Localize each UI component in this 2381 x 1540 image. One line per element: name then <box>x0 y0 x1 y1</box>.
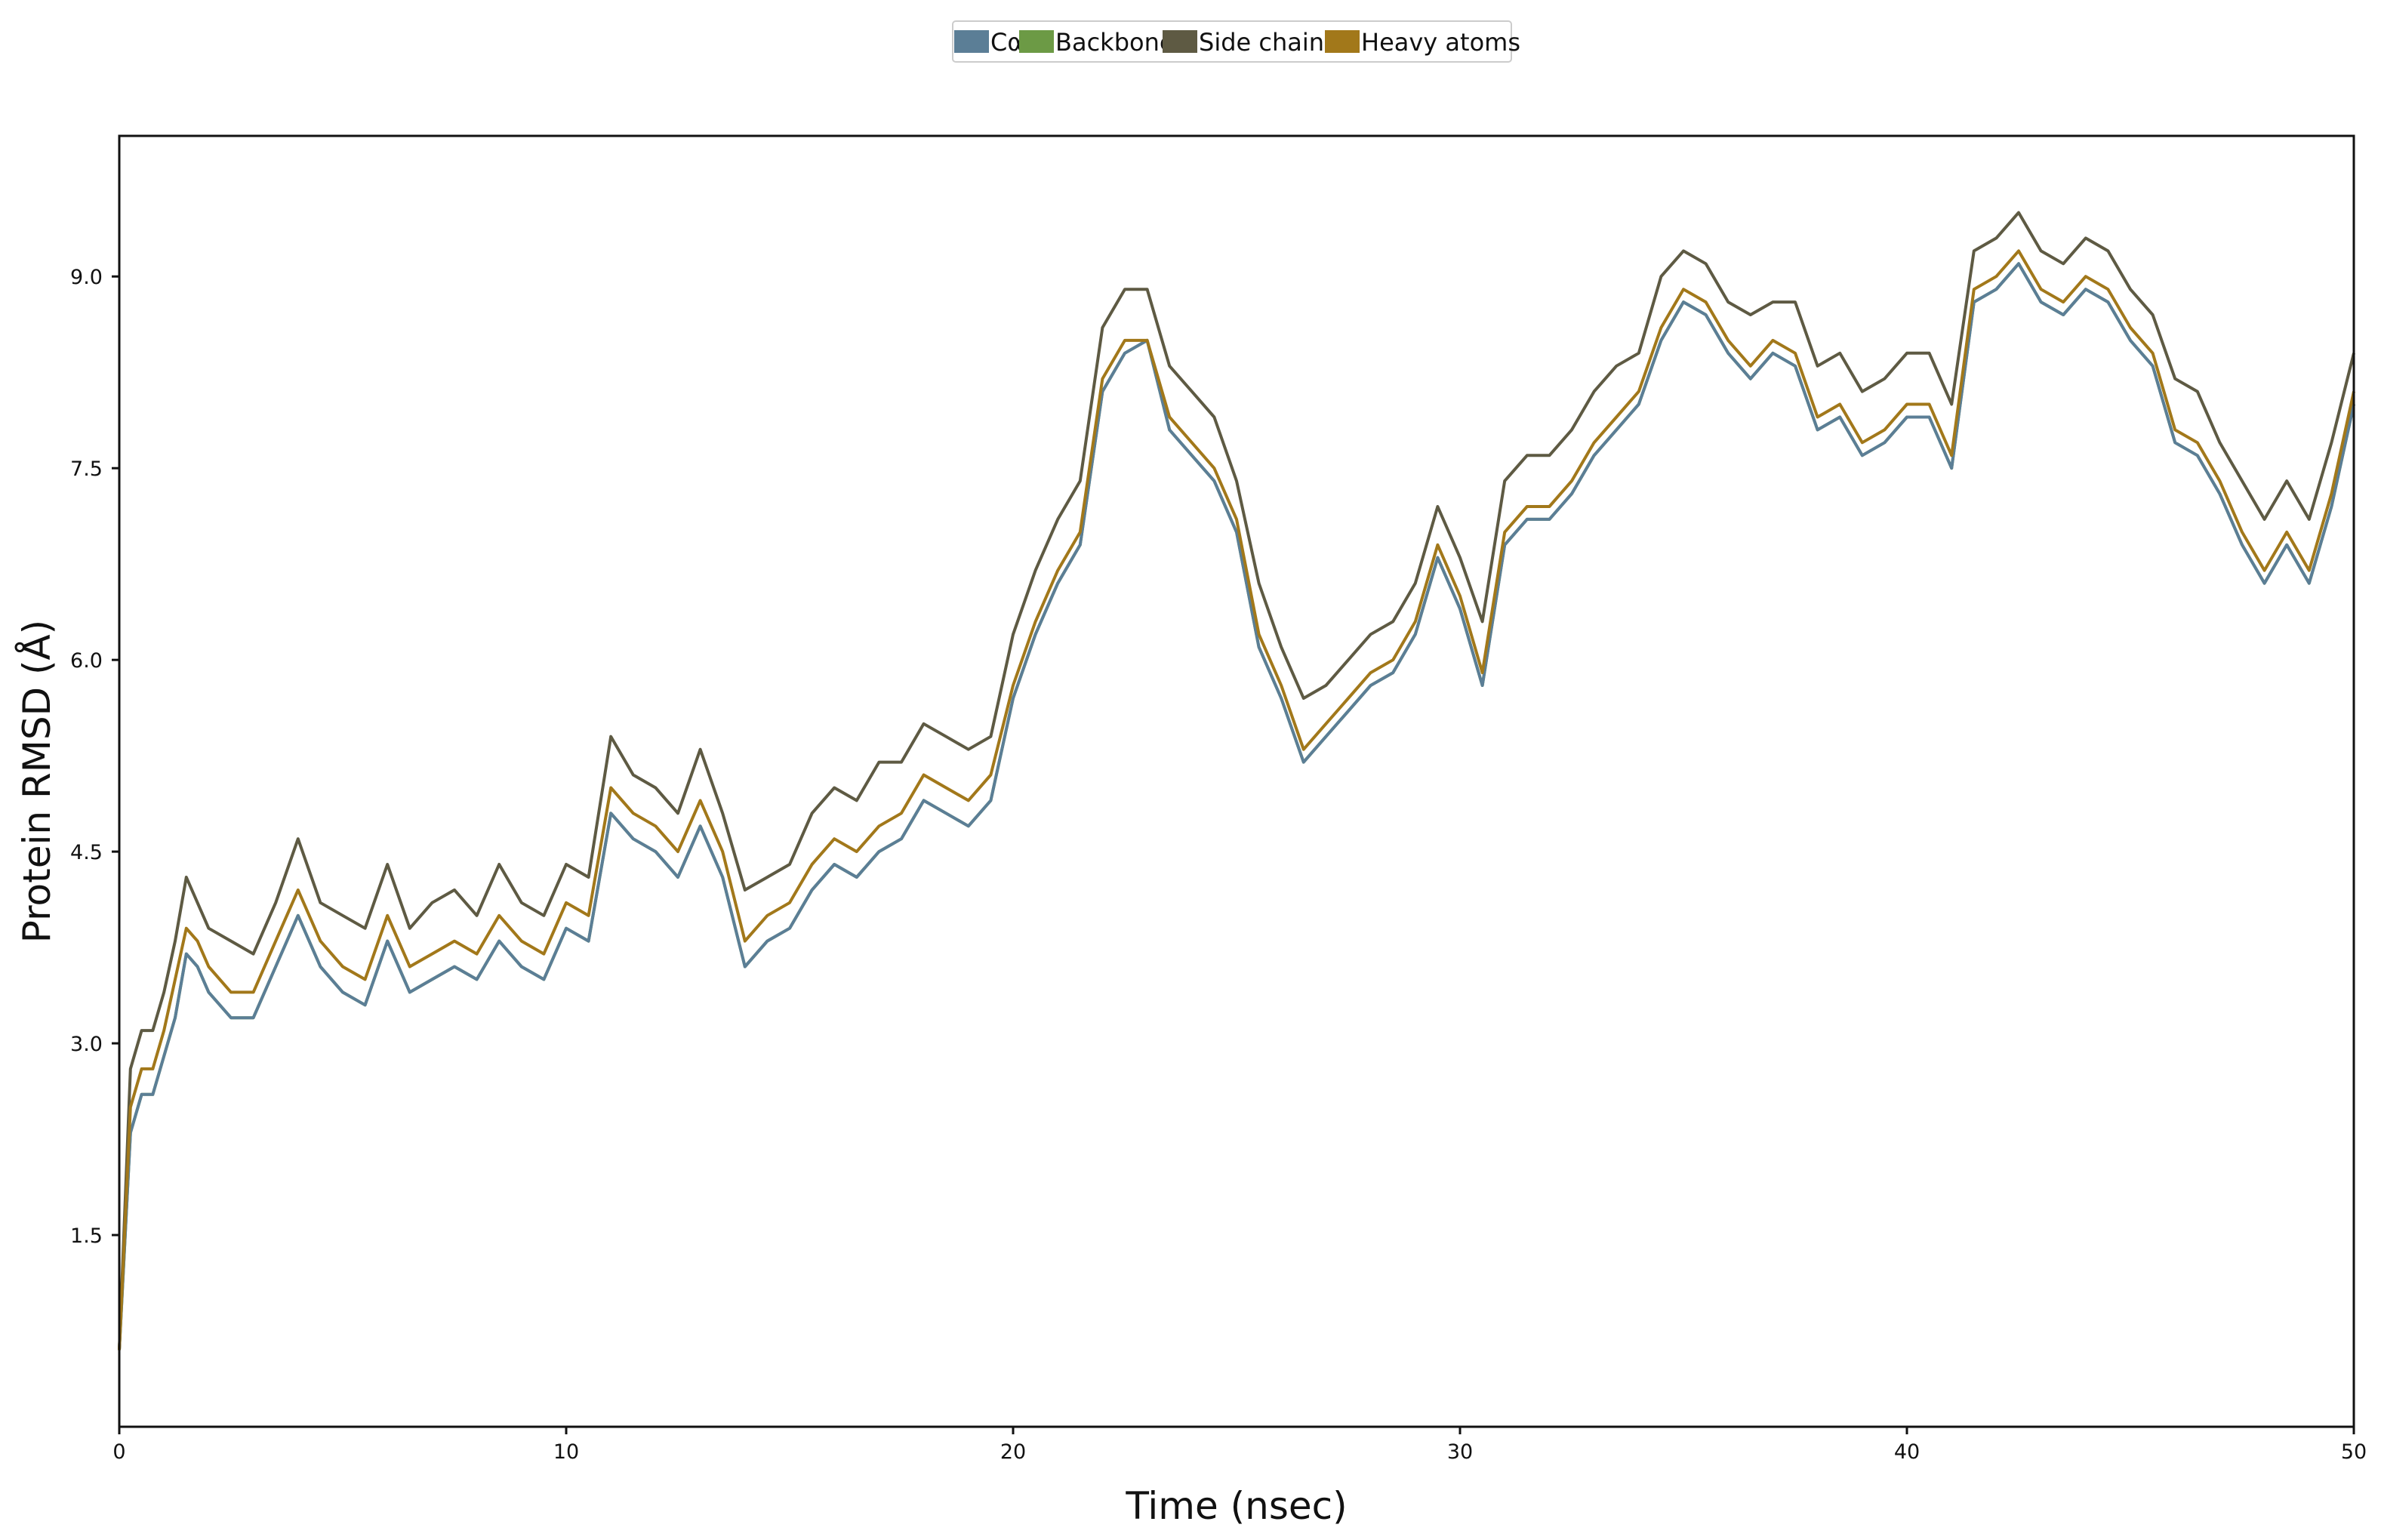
x-axis-title: Time (nsec) <box>1125 1484 1347 1528</box>
y-axis-ticks: 1.5 3.0 4.5 6.0 7.5 9.0 <box>70 266 119 1248</box>
legend-entry-ca: Cα <box>954 28 1023 57</box>
series-line-side-chains <box>118 211 2355 1351</box>
x-tick-label: 20 <box>1000 1440 1026 1464</box>
y-tick-label: 4.5 <box>70 841 103 864</box>
x-tick-label: 0 <box>112 1440 125 1464</box>
legend-swatch-ca <box>954 30 989 53</box>
legend-entry-side-chains: Side chains <box>1163 28 1337 57</box>
legend-label-backbone: Backbone <box>1055 28 1175 57</box>
legend-frame <box>952 20 1512 63</box>
legend-label-ca: Cα <box>990 28 1023 57</box>
x-tick-label: 50 <box>2341 1440 2367 1464</box>
x-tick-label: 40 <box>1894 1440 1920 1464</box>
series-lines <box>118 211 2355 1351</box>
y-tick-label: 1.5 <box>70 1224 103 1248</box>
legend-swatch-side-chains <box>1163 30 1197 53</box>
x-axis-ticks: 0 10 20 30 40 50 <box>112 1427 2367 1464</box>
series-line-heavy-atoms <box>118 249 2355 1351</box>
legend: Cα Backbone Side chains Heavy atoms <box>952 20 1520 63</box>
y-axis-title: Protein RMSD (Å) <box>15 620 59 943</box>
y-tick-label: 3.0 <box>70 1033 103 1056</box>
x-tick-label: 10 <box>553 1440 579 1464</box>
y-tick-label: 7.5 <box>70 457 103 481</box>
legend-entry-heavy-atoms: Heavy atoms <box>1325 28 1520 57</box>
series-line-ca <box>118 262 2355 1351</box>
plot-area-frame <box>118 134 2355 1428</box>
x-tick-label: 30 <box>1447 1440 1473 1464</box>
legend-entry-backbone: Backbone <box>1019 28 1175 57</box>
y-tick-label: 9.0 <box>70 266 103 289</box>
legend-label-side-chains: Side chains <box>1199 28 1337 57</box>
legend-label-heavy-atoms: Heavy atoms <box>1361 28 1520 57</box>
y-tick-label: 6.0 <box>70 649 103 673</box>
legend-swatch-backbone <box>1019 30 1054 53</box>
legend-swatch-heavy-atoms <box>1325 30 1360 53</box>
